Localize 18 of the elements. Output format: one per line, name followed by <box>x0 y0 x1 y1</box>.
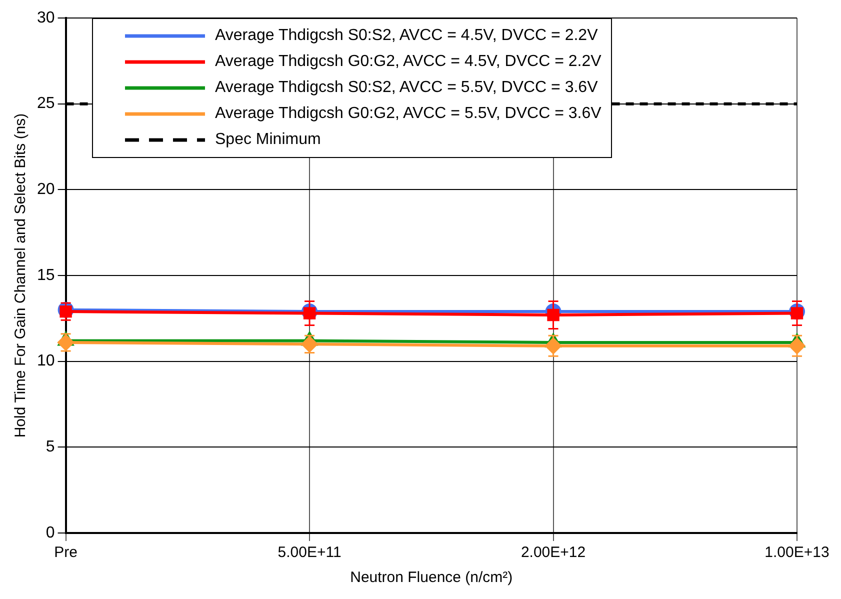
y-tick-label: 10 <box>37 352 55 370</box>
y-tick-label: 15 <box>37 266 55 284</box>
y-tick-label: 25 <box>37 95 55 112</box>
x-tick-label: 1.00E+13 <box>764 544 830 562</box>
legend-label: Average Thdigcsh S0:S2, AVCC = 4.5V, DVCC = 2.2V <box>215 27 598 45</box>
x-axis-title: Neutron Fluence (n/cm²) <box>350 569 513 586</box>
x-tick-label: 5.00E+11 <box>278 544 342 562</box>
y-axis-title: Hold Time For Gain Channel and Select Bits (ns) <box>12 113 30 438</box>
x-tick-label: 2.00E+12 <box>520 544 586 562</box>
x-tick-label: Pre <box>54 544 78 562</box>
y-tick-label: 30 <box>37 9 55 26</box>
legend-label: Average Thdigcsh G0:G2, AVCC = 4.5V, DVCC = 2.2V <box>215 53 602 71</box>
legend-label: Average Thdigcsh S0:S2, AVCC = 5.5V, DVCC = 3.6V <box>215 79 598 97</box>
legend-label: Average Thdigcsh G0:G2, AVCC = 5.5V, DVCC = 3.6V <box>215 105 602 123</box>
y-tick-label: 0 <box>46 524 55 542</box>
y-tick-label: 5 <box>46 438 55 456</box>
y-tick-label: 20 <box>37 181 55 198</box>
legend-label: Spec Minimum <box>215 131 321 149</box>
